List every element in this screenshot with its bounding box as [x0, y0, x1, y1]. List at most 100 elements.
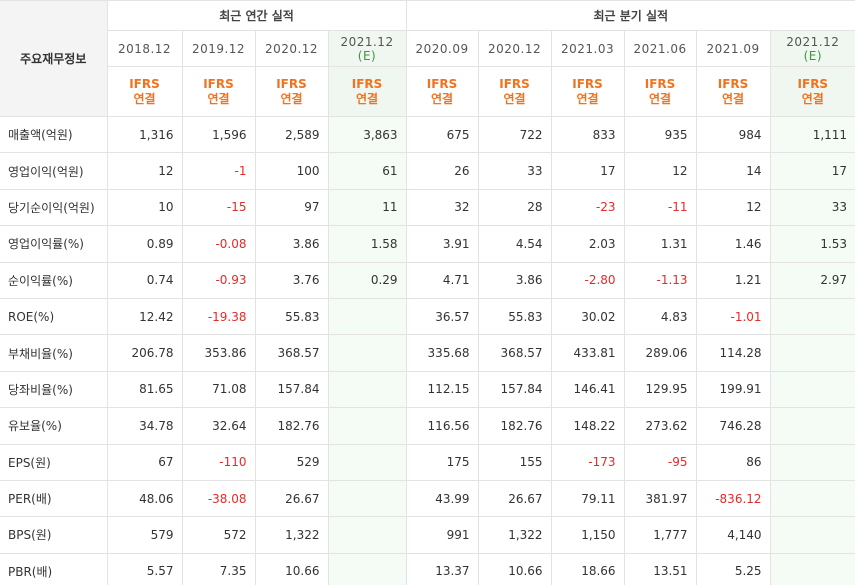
value-cell: 4.71	[405, 261, 479, 299]
value-cell: 3.76	[254, 261, 329, 299]
value-cell: 1,322	[477, 516, 552, 554]
consolidated-label: 연결	[649, 91, 672, 106]
value-cell: 55.83	[477, 297, 552, 336]
value-cell: 833	[550, 115, 625, 154]
value-cell: 12	[695, 188, 771, 227]
value-cell: -1.01	[695, 297, 771, 336]
value-cell: 30.02	[550, 297, 625, 336]
row-label: PER(배)	[0, 479, 108, 518]
value-cell: 579	[106, 516, 183, 554]
row-label: 부채비율(%)	[0, 334, 108, 372]
value-cell: 13.37	[405, 552, 479, 585]
value-cell: 34.78	[106, 407, 183, 445]
value-cell: 55.83	[254, 297, 329, 336]
table-row: 매출액(억원) 1,316 1,596 2,589 3,863 675 722 833 935 9…	[0, 115, 855, 154]
value-cell: -38.08	[181, 479, 256, 518]
value-cell: 71.08	[181, 370, 256, 409]
value-cell: 10	[106, 188, 183, 227]
value-cell: 26.67	[477, 479, 552, 518]
value-cell: -23	[550, 188, 625, 227]
ifrs-badge: IFRS 연결	[550, 66, 625, 117]
value-cell: 33	[769, 188, 855, 227]
value-cell: 1,150	[550, 516, 625, 554]
value-cell: 1,316	[106, 115, 183, 154]
value-cell: -0.08	[181, 225, 256, 263]
table-row: 영업이익(억원) 12 -1 100 61 26 33 17 12 14 17	[0, 152, 855, 190]
consolidated-label: 연결	[133, 91, 156, 106]
value-cell: -15	[181, 188, 256, 227]
value-cell: 61	[327, 152, 407, 190]
period-year: 2019.12	[191, 41, 246, 56]
value-cell: 12	[106, 152, 183, 190]
value-cell	[769, 443, 855, 481]
value-cell: 1.21	[695, 261, 771, 299]
value-cell: -19.38	[181, 297, 256, 336]
ifrs-label: IFRS	[426, 76, 458, 91]
period-header: 2019.12	[181, 30, 256, 67]
value-cell: -110	[181, 443, 256, 481]
ifrs-label: IFRS	[203, 76, 234, 91]
value-cell: 572	[181, 516, 256, 554]
value-cell: 289.06	[623, 334, 697, 372]
table-row: PBR(배) 5.57 7.35 10.66 13.37 10.66 18.66 13.51 5…	[0, 552, 855, 585]
consolidated-label: 연결	[280, 91, 303, 106]
value-cell: 100	[254, 152, 329, 190]
consolidated-label: 연결	[355, 91, 379, 106]
value-cell: 935	[623, 115, 697, 154]
value-cell: 3,863	[327, 115, 407, 154]
ifrs-label: IFRS	[351, 76, 383, 91]
value-cell: -1.13	[623, 261, 697, 299]
table-row: 유보율(%) 34.78 32.64 182.76 116.56 182.76 148.22…	[0, 407, 855, 445]
value-cell: 148.22	[550, 407, 625, 445]
value-cell: -173	[550, 443, 625, 481]
value-cell	[327, 479, 407, 518]
period-header-row: 2018.12 2019.12 2020.12 2021.12 (E) 2020.09 20…	[0, 30, 855, 67]
value-cell: 11	[327, 188, 407, 227]
value-cell	[327, 552, 407, 585]
table-row: 부채비율(%) 206.78 353.86 368.57 335.68 368.57 433…	[0, 334, 855, 372]
value-cell	[769, 516, 855, 554]
value-cell: 1,322	[254, 516, 329, 554]
consolidated-label: 연결	[801, 91, 824, 106]
ifrs-label: IFRS	[717, 76, 749, 91]
period-header: 2020.12	[254, 30, 329, 67]
value-cell: 146.41	[550, 370, 625, 409]
value-cell: 67	[106, 443, 183, 481]
row-label: EPS(원)	[0, 443, 108, 481]
value-cell: 155	[477, 443, 552, 481]
table-row: 당좌비율(%) 81.65 71.08 157.84 112.15 157.84 146.4…	[0, 370, 855, 409]
row-label: 순이익률(%)	[0, 261, 108, 299]
value-cell: 4.54	[477, 225, 552, 263]
row-label: 영업이익(억원)	[0, 152, 108, 190]
value-cell: 17	[550, 152, 625, 190]
value-cell	[769, 334, 855, 372]
financial-rows: 매출액(억원) 1,316 1,596 2,589 3,863 675 722 833 935 9…	[0, 115, 855, 585]
table-row: EPS(원) 67 -110 529 175 155 -173 -95 86	[0, 443, 855, 481]
value-cell: 984	[695, 115, 771, 154]
value-cell: 335.68	[405, 334, 479, 372]
value-cell: 1.58	[327, 225, 407, 263]
annual-group-header: 최근 연간 실적	[106, 0, 407, 31]
ifrs-badge: IFRS 연결	[181, 66, 256, 117]
period-header: 2020.12	[477, 30, 552, 67]
period-year: 2020.12	[264, 41, 319, 56]
table-row: 영업이익률(%) 0.89 -0.08 3.86 1.58 3.91 4.54 2.03 1.3…	[0, 225, 855, 263]
ifrs-label: IFRS	[276, 76, 307, 91]
value-cell: 157.84	[477, 370, 552, 409]
value-cell: 5.57	[106, 552, 183, 585]
value-cell: 43.99	[405, 479, 479, 518]
ifrs-label: IFRS	[797, 76, 829, 91]
ifrs-header-row: IFRS 연결 IFRS 연결 IFRS 연결 IFRS 연결 IFRS 연결 IFRS 연결 IFRS…	[0, 66, 855, 117]
value-cell: 368.57	[477, 334, 552, 372]
value-cell: 14	[695, 152, 771, 190]
value-cell: -836.12	[695, 479, 771, 518]
period-header: 2021.12 (E)	[327, 30, 407, 67]
value-cell: 3.86	[477, 261, 552, 299]
ifrs-label: IFRS	[129, 76, 160, 91]
period-header: 2021.09	[695, 30, 771, 67]
value-cell: 81.65	[106, 370, 183, 409]
value-cell: -1	[181, 152, 256, 190]
value-cell: 1.31	[623, 225, 697, 263]
value-cell: 10.66	[254, 552, 329, 585]
